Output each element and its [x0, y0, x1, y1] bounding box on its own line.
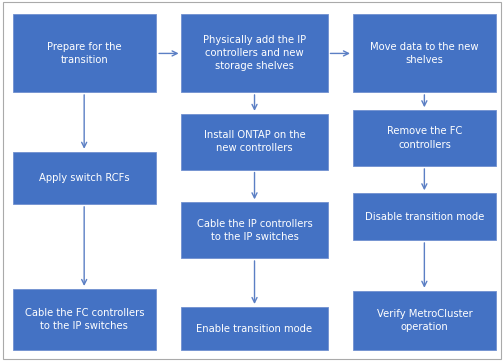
FancyBboxPatch shape — [181, 202, 328, 258]
Text: Prepare for the
transition: Prepare for the transition — [47, 42, 122, 65]
FancyBboxPatch shape — [13, 152, 156, 204]
FancyBboxPatch shape — [13, 289, 156, 350]
Text: Move data to the new
shelves: Move data to the new shelves — [370, 42, 479, 65]
Text: Disable transition mode: Disable transition mode — [365, 212, 484, 222]
Text: Enable transition mode: Enable transition mode — [197, 323, 312, 334]
Text: Cable the FC controllers
to the IP switches: Cable the FC controllers to the IP switc… — [25, 308, 144, 331]
FancyBboxPatch shape — [353, 110, 496, 166]
Text: Remove the FC
controllers: Remove the FC controllers — [387, 126, 462, 150]
FancyBboxPatch shape — [181, 14, 328, 92]
FancyBboxPatch shape — [13, 14, 156, 92]
Text: Apply switch RCFs: Apply switch RCFs — [39, 173, 130, 183]
FancyBboxPatch shape — [353, 14, 496, 92]
Text: Physically add the IP
controllers and new
storage shelves: Physically add the IP controllers and ne… — [203, 35, 306, 71]
Text: Install ONTAP on the
new controllers: Install ONTAP on the new controllers — [204, 130, 305, 153]
FancyBboxPatch shape — [181, 307, 328, 350]
FancyBboxPatch shape — [181, 114, 328, 170]
FancyBboxPatch shape — [353, 291, 496, 350]
Text: Verify MetroCluster
operation: Verify MetroCluster operation — [377, 309, 472, 332]
FancyBboxPatch shape — [353, 193, 496, 240]
Text: Cable the IP controllers
to the IP switches: Cable the IP controllers to the IP switc… — [197, 218, 312, 242]
